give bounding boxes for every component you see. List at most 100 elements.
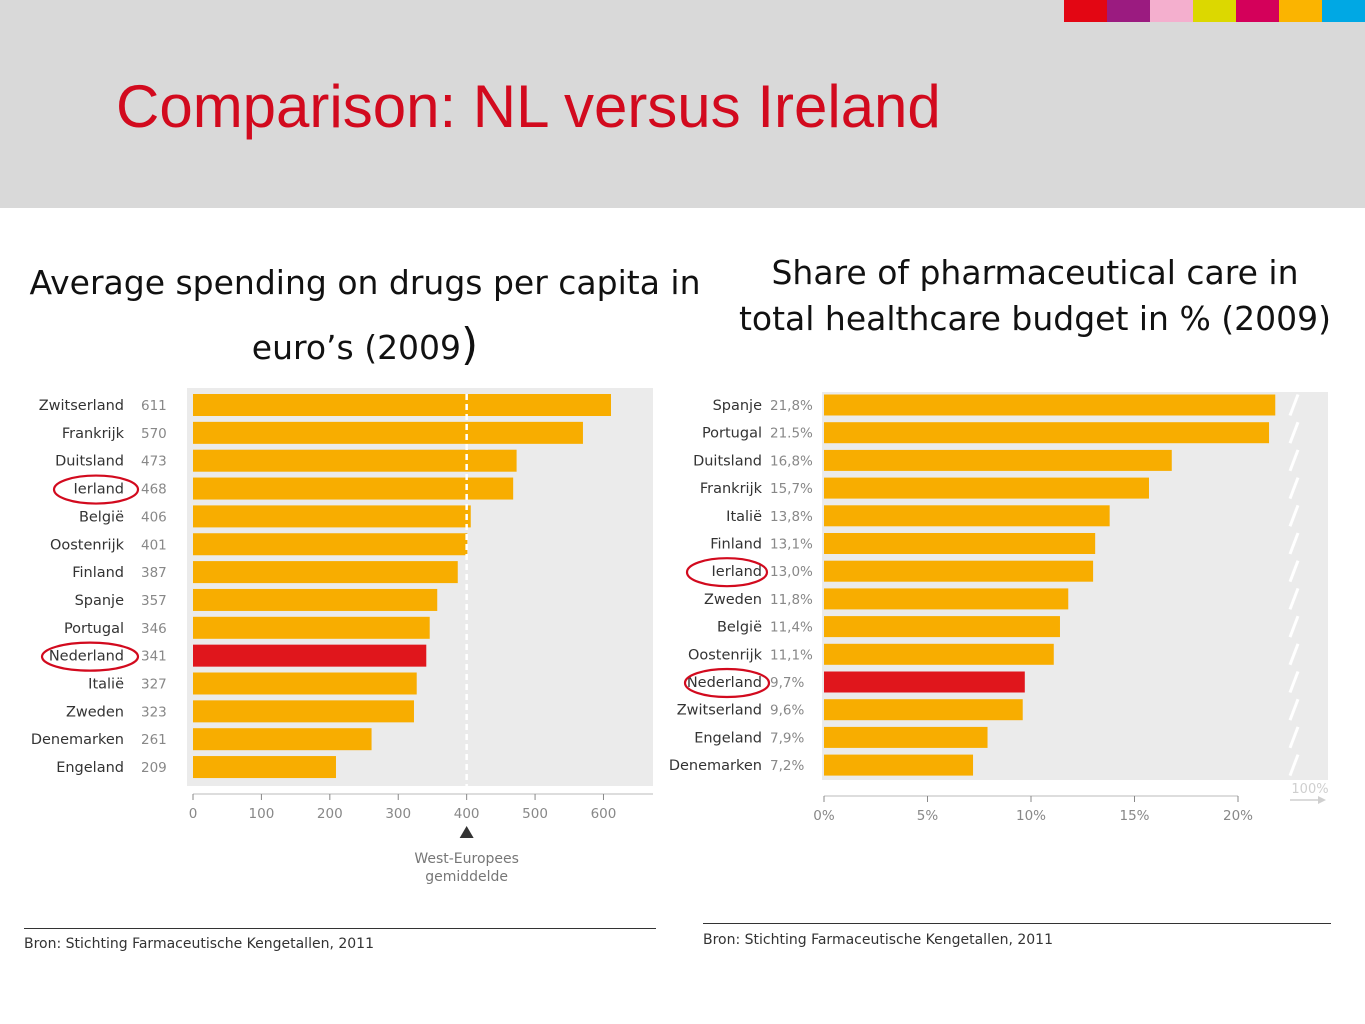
right-source: Bron: Stichting Farmaceutische Kengetall… bbox=[703, 932, 1053, 948]
left-category-label-frankrijk: Frankrijk bbox=[62, 426, 125, 442]
left-x-tick-label-1: 100 bbox=[249, 806, 275, 822]
left-bar-zweden bbox=[193, 700, 414, 723]
right-x-tick-label-3: 15% bbox=[1119, 808, 1149, 824]
right-value-label-nederland: 9,7% bbox=[770, 675, 804, 691]
right-category-label-italie: Italië bbox=[726, 509, 762, 525]
left-x-tick-label-2: 200 bbox=[317, 806, 343, 822]
right-bar-zwitserland bbox=[824, 699, 1023, 721]
left-bar-denemarken bbox=[193, 728, 372, 751]
left-chart: Zwitserland 611 Frankrijk 570 Duitsland 473 Ie… bbox=[31, 388, 653, 822]
left-source: Bron: Stichting Farmaceutische Kengetall… bbox=[24, 936, 374, 952]
right-value-label-zweden: 11,8% bbox=[770, 592, 813, 608]
left-category-label-belgie: België bbox=[79, 509, 124, 525]
right-category-label-ierland: Ierland bbox=[712, 564, 762, 580]
left-value-label-spanje: 357 bbox=[141, 593, 167, 609]
left-bar-portugal bbox=[193, 616, 430, 639]
left-bar-ierland bbox=[193, 477, 514, 500]
right-category-label-belgie: België bbox=[717, 620, 762, 636]
header-swatch-6 bbox=[1322, 0, 1365, 22]
right-bar-italie bbox=[824, 505, 1110, 527]
right-x-tick-label-2: 10% bbox=[1016, 808, 1046, 824]
right-value-label-spanje: 21,8% bbox=[770, 398, 813, 414]
right-bar-zweden bbox=[824, 588, 1069, 610]
header-swatch-2 bbox=[1150, 0, 1193, 22]
right-bar-denemarken bbox=[824, 754, 974, 776]
right-axis-break-duitsland bbox=[1288, 449, 1300, 472]
left-reference-label-line2: gemiddelde bbox=[425, 869, 508, 885]
left-category-label-portugal: Portugal bbox=[64, 621, 124, 637]
right-bar-finland bbox=[824, 533, 1096, 554]
right-axis-end-arrow-head bbox=[1318, 796, 1326, 804]
left-value-label-belgie: 406 bbox=[141, 509, 167, 525]
right-x-tick-label-1: 5% bbox=[917, 808, 939, 824]
right-value-label-oostenrijk: 11,1% bbox=[770, 647, 813, 663]
left-bar-belgie bbox=[193, 505, 471, 528]
right-axis-break-zwitserland bbox=[1288, 698, 1300, 721]
header-swatch-1 bbox=[1107, 0, 1150, 22]
right-axis-break-spanje bbox=[1288, 393, 1300, 417]
left-category-label-finland: Finland bbox=[72, 565, 124, 581]
right-x-tick-label-4: 20% bbox=[1223, 808, 1253, 824]
right-value-label-finland: 13,1% bbox=[770, 537, 813, 553]
left-category-label-italie: Italië bbox=[88, 677, 124, 693]
right-bar-belgie bbox=[824, 616, 1060, 638]
right-value-label-zwitserland: 9,6% bbox=[770, 703, 804, 719]
left-bar-frankrijk bbox=[193, 421, 583, 444]
left-value-label-denemarken: 261 bbox=[141, 732, 167, 748]
left-bar-oostenrijk bbox=[193, 533, 468, 556]
left-chart-title-paren: ) bbox=[461, 319, 479, 370]
right-bar-frankrijk bbox=[824, 477, 1149, 499]
left-reference-label-line1: West-Europees bbox=[414, 851, 519, 867]
left-category-label-oostenrijk: Oostenrijk bbox=[50, 537, 125, 553]
left-x-tick-label-0: 0 bbox=[189, 806, 198, 822]
right-category-label-spanje: Spanje bbox=[713, 398, 763, 414]
left-value-label-oostenrijk: 401 bbox=[141, 537, 167, 553]
right-bar-engeland bbox=[824, 726, 988, 748]
left-plot-background bbox=[187, 388, 653, 786]
right-category-label-zweden: Zweden bbox=[704, 592, 762, 608]
left-category-label-engeland: Engeland bbox=[56, 760, 124, 776]
left-x-tick-label-5: 500 bbox=[522, 806, 548, 822]
left-category-label-zweden: Zweden bbox=[66, 704, 124, 720]
left-value-label-zweden: 323 bbox=[141, 704, 167, 720]
left-category-label-zwitserland: Zwitserland bbox=[39, 398, 124, 414]
right-category-label-nederland: Nederland bbox=[687, 675, 762, 691]
header-swatch-3 bbox=[1193, 0, 1236, 22]
right-axis-break-engeland bbox=[1288, 726, 1300, 749]
right-category-label-denemarken: Denemarken bbox=[669, 758, 762, 774]
right-value-label-ierland: 13,0% bbox=[770, 564, 813, 580]
right-circle-ierland bbox=[685, 557, 769, 588]
left-x-tick-label-3: 300 bbox=[385, 806, 411, 822]
right-value-label-duitsland: 16,8% bbox=[770, 453, 813, 469]
right-value-label-italie: 13,8% bbox=[770, 509, 813, 525]
header-swatch-5 bbox=[1279, 0, 1322, 22]
right-axis-break-italie bbox=[1288, 504, 1300, 527]
color-swatches bbox=[1064, 0, 1365, 22]
right-chart: Spanje 21,8% Portugal 21.5% Duitsland 16,8% Fr… bbox=[669, 392, 1328, 824]
right-category-label-portugal: Portugal bbox=[702, 426, 762, 442]
left-chart-title: Average spending on drugs per capita in … bbox=[20, 252, 710, 379]
left-x-tick-label-4: 400 bbox=[454, 806, 480, 822]
left-bar-duitsland bbox=[193, 449, 517, 472]
right-category-label-oostenrijk: Oostenrijk bbox=[688, 647, 763, 663]
right-x-tick-label-0: 0% bbox=[813, 808, 835, 824]
left-bar-nederland bbox=[193, 644, 427, 667]
right-axis-break-zweden bbox=[1288, 587, 1300, 610]
right-value-label-engeland: 7,9% bbox=[770, 730, 804, 746]
right-axis-break-frankrijk bbox=[1288, 477, 1300, 500]
left-category-label-duitsland: Duitsland bbox=[55, 454, 124, 470]
right-category-label-zwitserland: Zwitserland bbox=[677, 703, 762, 719]
right-bar-oostenrijk bbox=[824, 643, 1054, 665]
left-chart-title-text: Average spending on drugs per capita in … bbox=[29, 263, 701, 367]
left-reference-marker bbox=[459, 826, 474, 838]
left-value-label-portugal: 346 bbox=[141, 621, 167, 637]
right-axis-end-label: 100% bbox=[1291, 782, 1328, 797]
left-value-label-frankrijk: 570 bbox=[141, 426, 167, 442]
right-chart-title: Share of pharmaceutical care in total he… bbox=[738, 253, 1332, 338]
right-circle-nederland bbox=[683, 667, 771, 699]
right-axis-break-denemarken bbox=[1288, 754, 1300, 777]
right-value-label-denemarken: 7,2% bbox=[770, 758, 804, 774]
right-category-label-engeland: Engeland bbox=[694, 730, 762, 746]
right-value-label-frankrijk: 15,7% bbox=[770, 481, 813, 497]
